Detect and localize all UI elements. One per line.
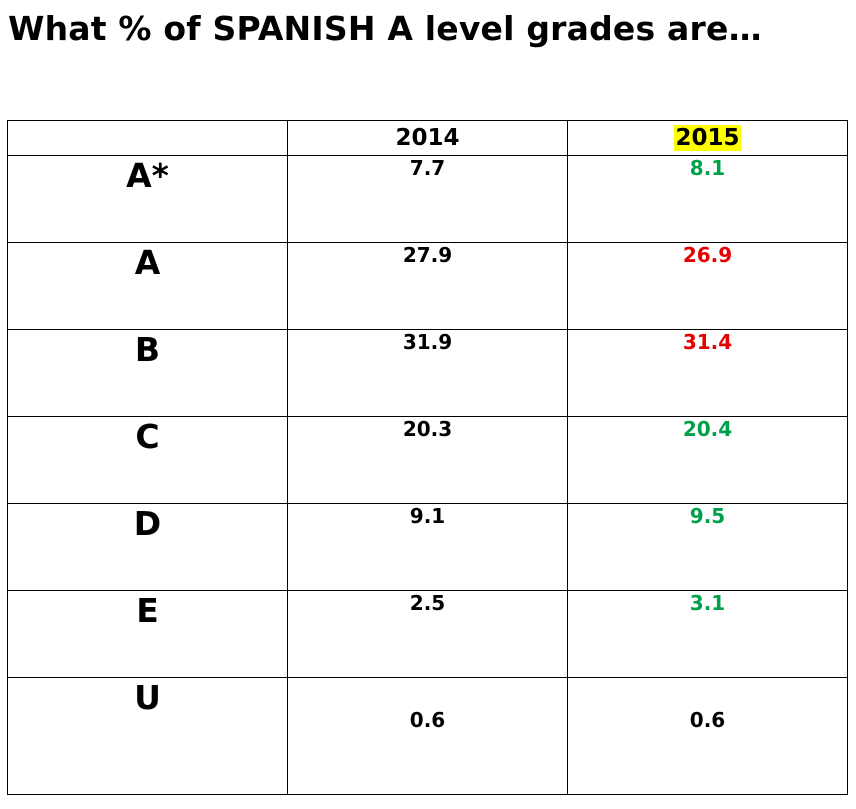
grade-label: C: [7, 416, 288, 504]
grade-label: D: [7, 503, 288, 591]
table-row: U 0.6 0.6: [7, 677, 848, 795]
value-2014: 31.9: [287, 329, 568, 417]
table-row: A* 7.7 8.1: [7, 155, 848, 243]
grade-label: U: [7, 677, 288, 795]
value-2015: 3.1: [567, 590, 848, 678]
value-2015: 20.4: [567, 416, 848, 504]
table-row: A 27.9 26.9: [7, 242, 848, 330]
value-2015: 9.5: [567, 503, 848, 591]
header-2015: 2015: [567, 120, 848, 156]
value-2014: 7.7: [287, 155, 568, 243]
table-row: D 9.1 9.5: [7, 503, 848, 591]
value-2014: 27.9: [287, 242, 568, 330]
value-2015: 26.9: [567, 242, 848, 330]
table-row: E 2.5 3.1: [7, 590, 848, 678]
grades-table: 2014 2015 A* 7.7 8.1 A 27.9 26.9 B 31.9 …: [7, 120, 848, 795]
value-2015: 0.6: [567, 677, 848, 795]
header-2015-highlight: 2015: [674, 125, 741, 151]
header-grade: [7, 120, 288, 156]
value-2014: 9.1: [287, 503, 568, 591]
header-2014: 2014: [287, 120, 568, 156]
table-header-row: 2014 2015: [7, 120, 848, 156]
table-row: C 20.3 20.4: [7, 416, 848, 504]
value-2014: 20.3: [287, 416, 568, 504]
value-2015: 8.1: [567, 155, 848, 243]
grade-label: A: [7, 242, 288, 330]
value-2014: 0.6: [287, 677, 568, 795]
grade-label: A*: [7, 155, 288, 243]
value-2015: 31.4: [567, 329, 848, 417]
table-row: B 31.9 31.4: [7, 329, 848, 417]
value-2014: 2.5: [287, 590, 568, 678]
grade-label: B: [7, 329, 288, 417]
grade-label: E: [7, 590, 288, 678]
page-title: What % of SPANISH A level grades are…: [8, 9, 762, 48]
